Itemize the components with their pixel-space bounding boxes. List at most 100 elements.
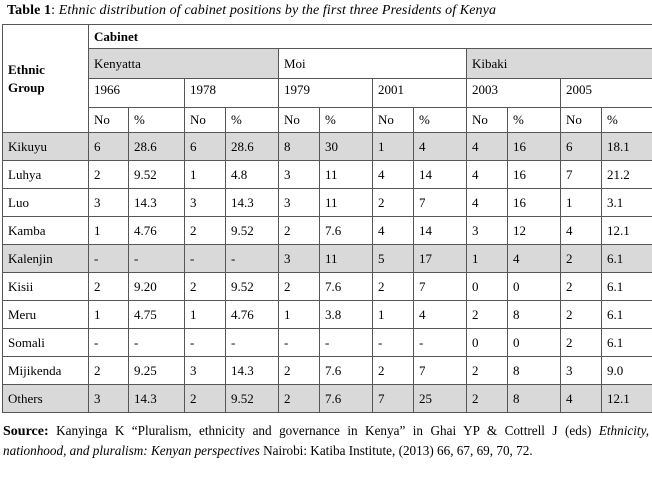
value-cell: 0	[507, 272, 561, 301]
value-cell: 7	[413, 356, 467, 385]
no-header-cell: No	[466, 107, 508, 133]
value-cell: 14	[413, 160, 467, 189]
year-cell: 2003	[466, 78, 561, 108]
value-cell: 9.52	[225, 272, 279, 301]
value-cell: 12.1	[600, 216, 652, 245]
value-cell: 16	[507, 132, 561, 161]
header-row-presidents: Kenyatta Moi Kibaki	[3, 48, 652, 79]
ethnic-group-cell: Luo	[2, 188, 89, 217]
ethnic-distribution-table: Ethnic Group Cabinet Kenyatta Moi Kibaki…	[2, 24, 652, 413]
source-text-italic: Ethnicity, nationhood, and pluralism: Ke…	[3, 423, 650, 458]
value-cell: 4.76	[225, 300, 279, 329]
value-cell: 7.6	[319, 384, 373, 413]
value-cell: -	[225, 328, 279, 357]
value-cell: 3	[184, 188, 226, 217]
no-header-cell: No	[278, 107, 320, 133]
percent-header-cell: %	[507, 107, 561, 133]
year-cell: 1978	[184, 78, 279, 108]
value-cell: 4	[560, 384, 602, 413]
table-title-separator: :	[51, 3, 59, 18]
year-cell: 2001	[372, 78, 467, 108]
value-cell: 6	[88, 132, 129, 161]
value-cell: 2	[372, 188, 414, 217]
table-title-text: Ethnic distribution of cabinet positions…	[58, 3, 497, 18]
value-cell: 14	[413, 216, 467, 245]
value-cell: 7.6	[319, 216, 373, 245]
value-cell: 2	[372, 356, 414, 385]
table-row: Meru 1 4.75 1 4.76 1 3.8 1 4 2 8 2 6.1	[2, 300, 652, 329]
value-cell: 2	[278, 216, 320, 245]
value-cell: -	[225, 244, 279, 273]
value-cell: 2	[184, 384, 226, 413]
value-cell: 4	[372, 216, 414, 245]
header-row-cabinet: Ethnic Group Cabinet	[2, 24, 652, 133]
value-cell: 8	[507, 356, 561, 385]
value-cell: 2	[278, 384, 320, 413]
value-cell: 2	[88, 272, 129, 301]
year-cell: 1966	[88, 78, 185, 108]
value-cell: 4.8	[225, 160, 279, 189]
value-cell: -	[184, 328, 226, 357]
value-cell: 12	[507, 216, 561, 245]
value-cell: 12.1	[600, 384, 652, 413]
value-cell: 2	[278, 356, 320, 385]
value-cell: 11	[319, 244, 373, 273]
value-cell: 14.3	[225, 188, 279, 217]
table-row: Kisii 2 9.20 2 9.52 2 7.6 2 7 0 0 2 6.1	[2, 272, 652, 301]
value-cell: -	[184, 244, 226, 273]
president-moi-cell: Moi	[278, 48, 467, 79]
value-cell: 7.6	[319, 272, 373, 301]
value-cell: 4.76	[128, 216, 185, 245]
value-cell: -	[372, 328, 414, 357]
value-cell: 11	[319, 188, 373, 217]
value-cell: 8	[507, 384, 561, 413]
value-cell: 1	[466, 244, 508, 273]
value-cell: 3	[560, 356, 602, 385]
value-cell: 6.1	[600, 300, 652, 329]
ethnic-group-header-cell: Ethnic Group	[2, 24, 89, 133]
value-cell: -	[88, 244, 129, 273]
value-cell: 25	[413, 384, 467, 413]
percent-header-cell: %	[225, 107, 279, 133]
value-cell: 21.2	[600, 160, 652, 189]
no-header-cell: No	[560, 107, 602, 133]
value-cell: 3	[278, 160, 320, 189]
table-row: Luhya 2 9.52 1 4.8 3 11 4 14 4 16 7 21.2	[2, 160, 652, 189]
value-cell: 7	[372, 384, 414, 413]
value-cell: 2	[560, 244, 602, 273]
value-cell: 4	[466, 132, 508, 161]
value-cell: 1	[184, 160, 226, 189]
value-cell: 7	[413, 272, 467, 301]
no-header-cell: No	[372, 107, 414, 133]
value-cell: 30	[319, 132, 373, 161]
value-cell: -	[88, 328, 129, 357]
value-cell: 4	[413, 300, 467, 329]
value-cell: 1	[184, 300, 226, 329]
value-cell: 28.6	[225, 132, 279, 161]
value-cell: 8	[278, 132, 320, 161]
value-cell: 6.1	[600, 244, 652, 273]
value-cell: 18.1	[600, 132, 652, 161]
value-cell: 3	[278, 188, 320, 217]
value-cell: 11	[319, 160, 373, 189]
value-cell: 3	[466, 216, 508, 245]
ethnic-group-cell: Kamba	[2, 216, 89, 245]
value-cell: 4	[413, 132, 467, 161]
table-row: Mijikenda 2 9.25 3 14.3 2 7.6 2 7 2 8 3 9.0	[2, 356, 652, 385]
table-row: Kamba 1 4.76 2 9.52 2 7.6 4 14 3 12 4 12.1	[2, 216, 652, 245]
value-cell: 5	[372, 244, 414, 273]
percent-header-cell: %	[600, 107, 652, 133]
value-cell: -	[413, 328, 467, 357]
value-cell: 4	[466, 188, 508, 217]
ethnic-group-cell: Mijikenda	[2, 356, 89, 385]
value-cell: 2	[466, 356, 508, 385]
value-cell: 3	[278, 244, 320, 273]
ethnic-group-header-label: Ethnic Group	[8, 61, 45, 95]
value-cell: 16	[507, 160, 561, 189]
ethnic-group-cell: Meru	[2, 300, 89, 329]
value-cell: 6.1	[600, 272, 652, 301]
value-cell: 1	[560, 188, 602, 217]
ethnic-group-cell: Somali	[2, 328, 89, 357]
president-kenyatta-cell: Kenyatta	[88, 48, 279, 79]
value-cell: -	[128, 244, 185, 273]
